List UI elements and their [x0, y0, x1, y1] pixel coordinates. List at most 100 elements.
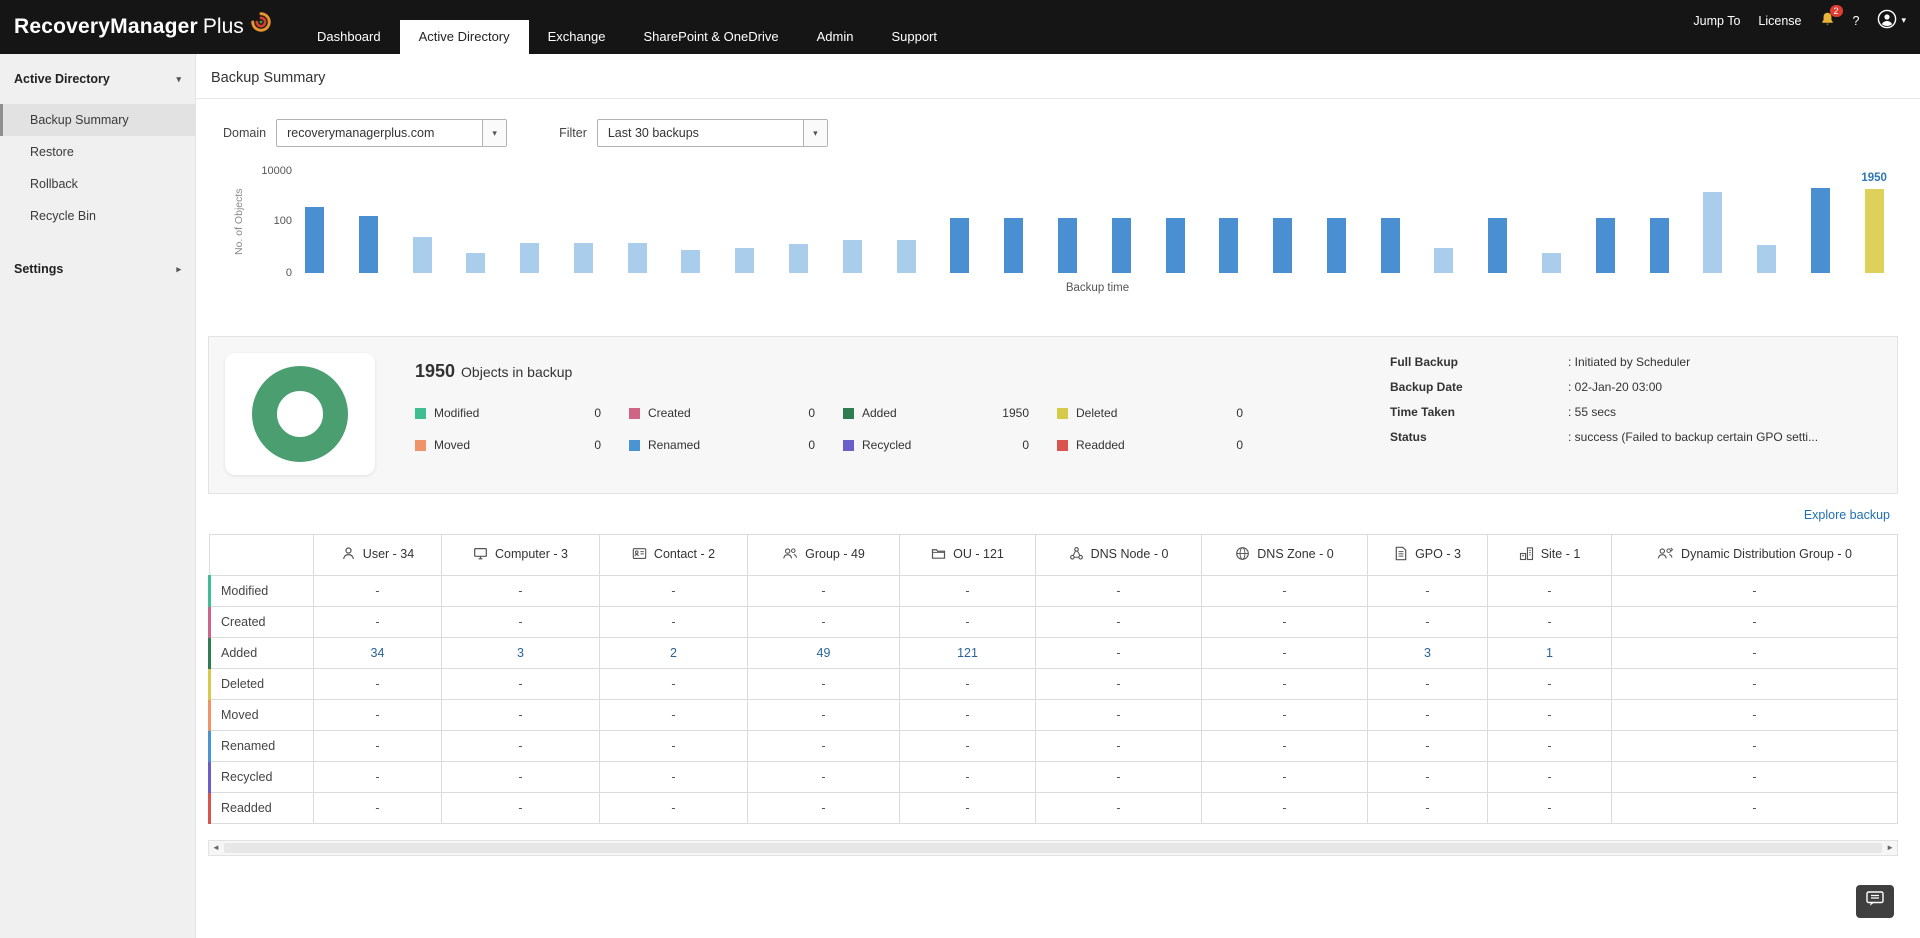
chart-plot-area: 1950: [301, 171, 1894, 273]
y-axis-tick: 10000: [261, 165, 292, 177]
horizontal-scrollbar[interactable]: ◄ ►: [208, 840, 1898, 856]
chart-bar: [1595, 171, 1615, 273]
detail-label: Time Taken: [1390, 405, 1455, 419]
empty-cell: -: [1201, 792, 1368, 824]
empty-cell: -: [1487, 668, 1612, 700]
tab-sharepoint-onedrive[interactable]: SharePoint & OneDrive: [643, 29, 779, 44]
chart-bar: [1649, 171, 1669, 273]
chart-bar-fill: [1326, 218, 1346, 273]
explore-backup-link[interactable]: Explore backup: [1803, 508, 1890, 522]
scroll-thumb[interactable]: [223, 843, 1883, 853]
column-header-label: OU - 121: [953, 547, 1004, 561]
detail-value: : Initiated by Scheduler: [1568, 355, 1691, 369]
legend-value: 0: [1236, 406, 1243, 420]
jump-to-button[interactable]: Jump To: [1693, 13, 1741, 28]
main-content: Backup Summary Domain recoverymanagerplu…: [196, 54, 1920, 938]
chart-bar-fill: [1111, 218, 1131, 273]
notifications-button[interactable]: 2: [1820, 5, 1843, 30]
main-nav: Dashboard Active Directory Exchange SharePo…: [298, 0, 956, 54]
chart-bar-fill: [520, 243, 540, 273]
legend-value: 0: [1022, 438, 1029, 452]
empty-cell: -: [1035, 637, 1202, 669]
sidebar-section-active-directory[interactable]: Active Directory ▾: [0, 54, 195, 100]
help-button[interactable]: ?: [1852, 13, 1860, 28]
chart-bar-fill: [681, 249, 701, 273]
app-logo-text: RecoveryManager: [14, 15, 198, 38]
license-button[interactable]: License: [1758, 13, 1802, 28]
empty-cell: -: [599, 699, 748, 731]
column-header-gpo-3: GPO - 3: [1367, 534, 1488, 576]
table-corner-cell: [209, 534, 314, 576]
feedback-icon: [1866, 891, 1884, 912]
count-cell[interactable]: 121: [899, 637, 1036, 669]
chart-bar: [735, 171, 755, 273]
tab-admin[interactable]: Admin: [816, 29, 854, 44]
computer-icon: [473, 546, 488, 564]
column-header-group-49: Group - 49: [747, 534, 900, 576]
count-cell[interactable]: 3: [1367, 637, 1488, 669]
objects-in-backup-title: 1950 Objects in backup: [415, 361, 1390, 382]
column-header-user-34: User - 34: [313, 534, 442, 576]
empty-cell: -: [1487, 606, 1612, 638]
legend-value: 1950: [1002, 406, 1029, 420]
objects-total: 1950: [415, 361, 456, 381]
detail-label: Backup Date: [1390, 380, 1463, 394]
sidebar-section-settings[interactable]: Settings ▸: [0, 240, 195, 290]
ou-icon: [931, 546, 946, 564]
account-button[interactable]: ▾: [1877, 9, 1906, 32]
donut-tile: [225, 353, 375, 475]
chart-bar: [358, 171, 378, 273]
tab-dashboard[interactable]: Dashboard: [317, 29, 381, 44]
feedback-button[interactable]: [1856, 885, 1894, 918]
count-cell[interactable]: 3: [441, 637, 600, 669]
chart-bar-fill: [789, 243, 809, 273]
tab-active-directory[interactable]: Active Directory: [399, 20, 529, 54]
empty-cell: -: [747, 761, 900, 793]
empty-cell: -: [313, 792, 442, 824]
objects-legend: Modified 0 Created 0 Added 1950 Deleted 0 Moved 0…: [415, 406, 1390, 452]
chart-bar-fill: [1219, 217, 1239, 273]
scroll-left-arrow[interactable]: ◄: [212, 843, 220, 852]
row-label: Moved: [208, 699, 314, 731]
count-cell[interactable]: 49: [747, 637, 900, 669]
table-row-renamed: Renamed - - - - - - - - - -: [208, 730, 1898, 762]
count-cell[interactable]: 34: [313, 637, 442, 669]
column-header-label: GPO - 3: [1415, 547, 1461, 561]
empty-cell: -: [747, 730, 900, 762]
tab-exchange[interactable]: Exchange: [547, 29, 606, 44]
count-cell[interactable]: 2: [599, 637, 748, 669]
empty-cell: -: [1367, 730, 1488, 762]
empty-cell: -: [1611, 792, 1898, 824]
app-logo-suffix: Plus: [202, 15, 244, 38]
row-label: Created: [208, 606, 314, 638]
sidebar-item-backup-summary[interactable]: Backup Summary: [0, 104, 195, 136]
empty-cell: -: [899, 606, 1036, 638]
table-row-created: Created - - - - - - - - - -: [208, 606, 1898, 638]
empty-cell: -: [1611, 575, 1898, 607]
sidebar-item-rollback[interactable]: Rollback: [30, 177, 78, 191]
count-cell[interactable]: 1: [1487, 637, 1612, 669]
empty-cell: -: [441, 575, 600, 607]
filter-select-value: Last 30 backups: [607, 126, 699, 140]
objects-total-label: Objects in backup: [461, 364, 573, 380]
empty-cell: -: [1035, 575, 1202, 607]
legend-item-deleted: Deleted 0: [1057, 406, 1243, 420]
column-header-computer-3: Computer - 3: [441, 534, 600, 576]
site-icon: [1519, 546, 1534, 564]
backup-details: Full Backup: Initiated by Scheduler Backu…: [1390, 353, 1875, 455]
column-header-label: Contact - 2: [653, 547, 716, 561]
legend-item-modified: Modified 0: [415, 406, 601, 420]
chart-bar: [1057, 171, 1077, 273]
chart-bar-fill: [1703, 192, 1723, 273]
legend-value: 0: [1236, 438, 1243, 452]
scroll-right-arrow[interactable]: ►: [1886, 843, 1894, 852]
sidebar-item-recycle-bin[interactable]: Recycle Bin: [30, 209, 96, 223]
backup-filter-select[interactable]: Last 30 backups ▾: [596, 119, 828, 147]
chart-bar: [1004, 171, 1024, 273]
sidebar-item-restore[interactable]: Restore: [30, 145, 74, 159]
tab-support[interactable]: Support: [891, 29, 937, 44]
empty-cell: -: [899, 792, 1036, 824]
chart-bar-fill: [1004, 217, 1024, 273]
domain-select[interactable]: recoverymanagerplus.com ▾: [276, 119, 508, 147]
chart-bar-fill: [842, 239, 862, 273]
